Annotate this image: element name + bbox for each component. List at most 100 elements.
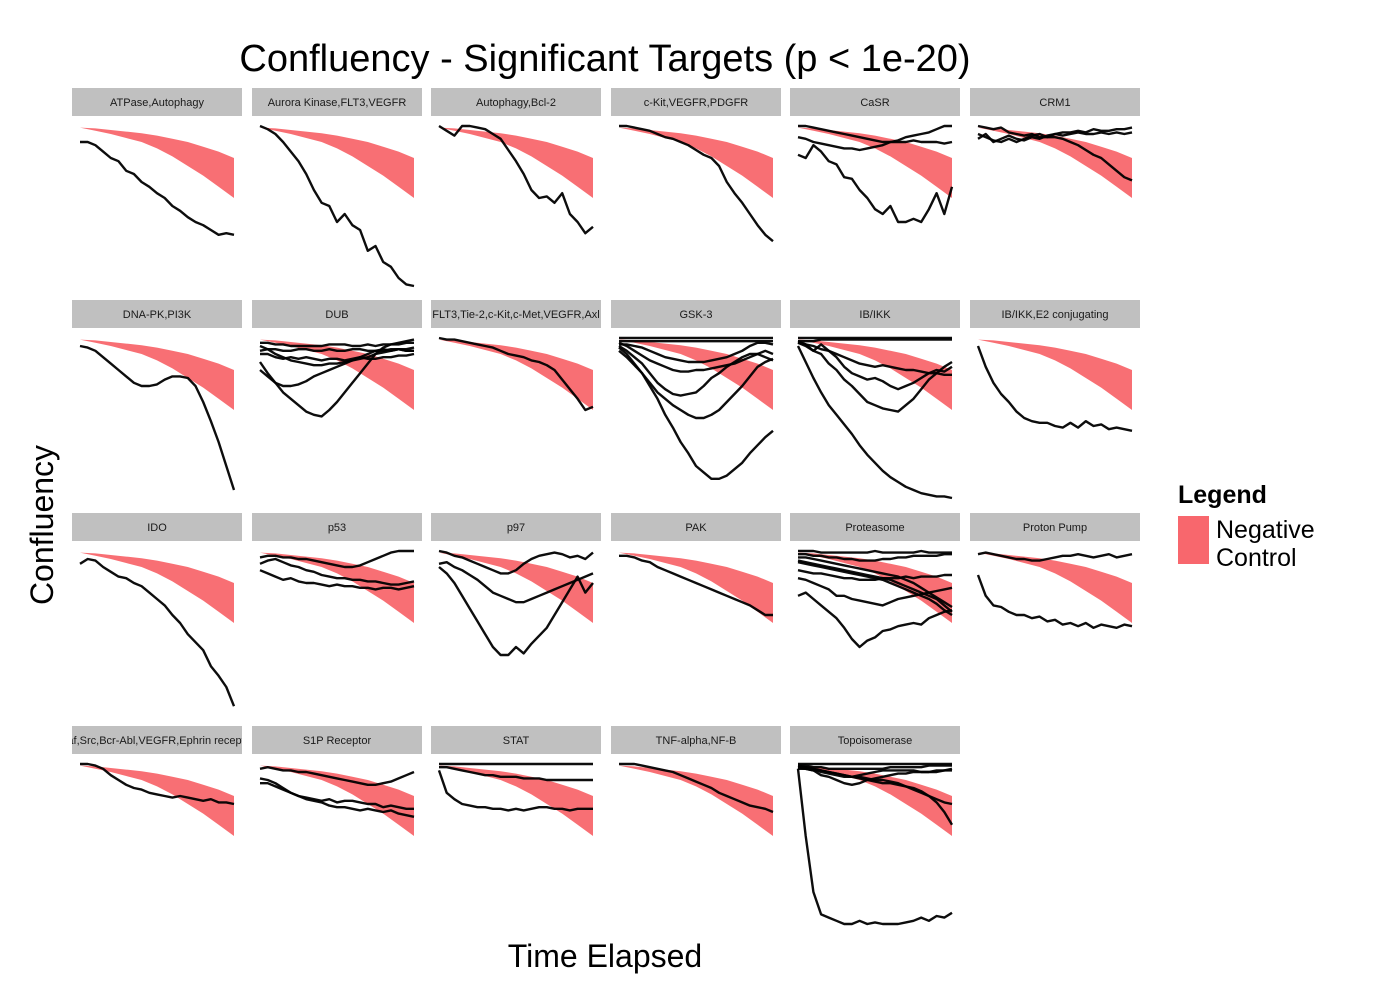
- negative-control-ribbon: [798, 765, 952, 836]
- facet-strip-label: Aurora Kinase,FLT3,VEGFR: [268, 97, 407, 109]
- facet-panel: S1P Receptor: [252, 726, 422, 836]
- facet-strip: [611, 726, 781, 754]
- facet-strip: [252, 513, 422, 541]
- series-line: [618, 341, 774, 373]
- facet-strip-label: Proteasome: [845, 522, 904, 534]
- facet-strip-label: IB/IKK,E2 conjugating: [1001, 309, 1108, 321]
- facet-strip-label: p97: [507, 522, 525, 534]
- facet-panel: ATPase,Autophagy: [72, 88, 242, 237]
- facet-panel: c-Kit,VEGFR,PDGFR: [611, 88, 781, 243]
- series-line: [797, 569, 952, 581]
- legend-title: Legend: [1178, 481, 1267, 509]
- series-line: [438, 124, 594, 235]
- facet-strip-label: CRM1: [1039, 97, 1070, 109]
- series-line: [619, 554, 773, 617]
- facet-strip-label: FLT3,Tie-2,c-Kit,c-Met,VEGFR,Axl: [432, 309, 599, 321]
- facet-panel: CRM1: [970, 88, 1140, 198]
- facet-strip: [431, 726, 601, 754]
- series-line: [977, 132, 1133, 182]
- negative-control-ribbon: [619, 552, 773, 623]
- facet-strip-label: PAK: [685, 522, 707, 534]
- series-line: [977, 131, 1133, 144]
- negative-control-ribbon: [80, 339, 234, 410]
- chart-title: Confluency - Significant Targets (p < 1e…: [239, 38, 971, 80]
- facet-strip: [611, 513, 781, 541]
- facet-panel: GSK-3: [611, 300, 781, 480]
- facet-strip-label: STAT: [503, 735, 530, 747]
- series-line: [798, 553, 952, 562]
- negative-control-ribbon: [798, 339, 952, 410]
- series-line: [259, 557, 415, 586]
- series-line: [259, 766, 415, 786]
- series-line: [619, 341, 774, 364]
- series-line: [797, 143, 954, 224]
- facet-panel: STAT: [431, 726, 601, 836]
- series-line: [797, 559, 953, 613]
- facet-strip-label: Topoisomerase: [838, 735, 913, 747]
- facet-panel: PAK: [611, 513, 781, 623]
- facet-strip: [790, 300, 960, 328]
- facet-strip-label: c-Kit,VEGFR,PDGFR: [644, 97, 749, 109]
- facet-strip: [431, 88, 601, 116]
- facet-panel: Topoisomerase: [790, 726, 960, 926]
- negative-control-ribbon: [439, 552, 593, 623]
- facet-panel: p97: [431, 513, 601, 657]
- negative-control-ribbon: [80, 765, 234, 836]
- negative-control-ribbon: [80, 552, 234, 623]
- negative-control-ribbon: [260, 339, 414, 410]
- series-line: [80, 762, 235, 806]
- facet-strip: [970, 300, 1140, 328]
- facet-panel: Aurora Kinase,FLT3,VEGFR: [252, 88, 422, 288]
- negative-control-ribbon: [80, 127, 234, 198]
- legend-label: Negative Control: [1216, 516, 1315, 572]
- series-line: [618, 344, 774, 397]
- series-line: [438, 566, 594, 657]
- negative-control-ribbon: [439, 765, 593, 836]
- series-line: [797, 341, 953, 391]
- facet-strip-label: TNF-alpha,NF-B: [656, 735, 737, 747]
- series-line: [619, 124, 774, 243]
- facet-strip: [72, 300, 242, 328]
- negative-control-ribbon: [439, 339, 593, 410]
- facet-panel: Raf,Src,Bcr-Abl,VEGFR,Ephrin receptor: [59, 726, 254, 836]
- series-line: [797, 561, 953, 617]
- facet-strip-label: p53: [328, 522, 346, 534]
- facet-panel: TNF-alpha,NF-B: [611, 726, 781, 836]
- series-line: [977, 551, 1133, 562]
- facet-panel: IB/IKK: [790, 300, 960, 500]
- legend-item-negative-control: Negative Control: [1178, 516, 1336, 572]
- series-line: [79, 557, 236, 707]
- facet-panel: IDO: [72, 513, 242, 707]
- negative-control-ribbon: [619, 339, 773, 410]
- x-axis-label: Time Elapsed: [507, 938, 703, 974]
- series-line: [259, 344, 414, 367]
- facet-strip-label: Proton Pump: [1023, 522, 1087, 534]
- negative-control-ribbon: [439, 127, 593, 198]
- series-line: [798, 338, 952, 343]
- y-axis-label: Confluency: [24, 444, 60, 606]
- series-line: [797, 341, 952, 376]
- legend: Legend Negative Control: [1178, 480, 1336, 572]
- negative-control-ribbon: [978, 127, 1132, 198]
- series-line: [798, 767, 952, 786]
- facet-strip-label: S1P Receptor: [303, 735, 372, 747]
- facet-strip: [72, 513, 242, 541]
- series-line: [437, 770, 593, 812]
- facet-panel: FLT3,Tie-2,c-Kit,c-Met,VEGFR,Axl: [431, 300, 601, 412]
- series-line: [259, 124, 415, 288]
- facet-strip: [611, 300, 781, 328]
- negative-control-ribbon: [798, 552, 952, 623]
- series-line: [797, 340, 953, 413]
- facet-panel: Proteasome: [790, 513, 960, 649]
- series-line: [438, 549, 594, 575]
- series-line: [798, 124, 952, 144]
- facet-strip: [970, 88, 1140, 116]
- series-line: [438, 336, 594, 412]
- legend-swatch: [1178, 516, 1209, 564]
- facet-grid: ATPase,Autophagy Aurora Kinase,FLT3,VEGFR…: [59, 88, 1140, 926]
- series-line: [797, 136, 953, 152]
- series-line: [797, 577, 953, 607]
- facet-strip-label: DUB: [325, 309, 348, 321]
- facet-strip: [72, 88, 242, 116]
- facet-strip-label: Raf,Src,Bcr-Abl,VEGFR,Ephrin receptor: [59, 735, 254, 747]
